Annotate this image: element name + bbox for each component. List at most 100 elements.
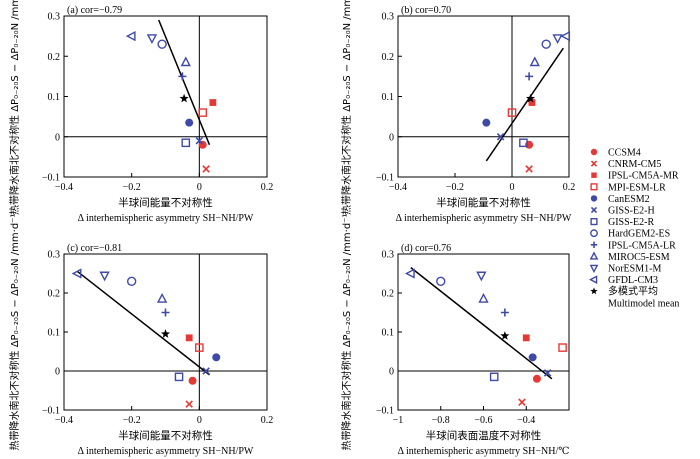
x-tick-label: −0.6 [474, 415, 492, 426]
point-miroc5-esm [478, 292, 489, 303]
point-- [179, 93, 189, 103]
y-tick-label: −0.1 [376, 173, 394, 184]
y-tick-label: 0.3 [48, 12, 61, 23]
x-tick-label: 0 [510, 182, 515, 193]
x-axis-label-cn: 半球间能量不对称性 [436, 196, 531, 209]
x-tick-label: −0.4 [389, 182, 407, 193]
panel-c: −0.4 −0.2 0 0.2 −0.1 0 0.1 0.2 0.3 (c) cor=−0.81 半… [8, 214, 273, 457]
point-hardgem2-es [541, 39, 551, 49]
point-mpi-esm-lr [507, 108, 517, 117]
y-tick-label: 0.2 [382, 52, 395, 63]
y-tick-label: 0 [55, 367, 60, 378]
panel-b: −0.4 −0.2 0 0.2 −0.1 0 0.1 0.2 0.3 (b) cor=0.70 半球… [340, 0, 575, 224]
legend-label: CNRM-CM5 [608, 159, 661, 170]
point-cnrm-cm5 [185, 400, 193, 408]
point-hardgem2-es [126, 276, 137, 286]
point-ipsl-cm5a-mr [209, 99, 217, 106]
point-canesm2 [212, 353, 221, 362]
point-ipsl-cm5a-lr [178, 72, 187, 81]
point-noresm1-m [146, 34, 158, 45]
x-tick-label: −0.2 [123, 415, 141, 426]
x-tick-label: −0.4 [55, 415, 73, 426]
point-gfdl-cm3 [560, 30, 571, 42]
x-axis-label-en: Δ interhemispheric asymmetry SH−NH/PW [396, 213, 572, 224]
x-axis-label-cn: 半球间能量不对称性 [118, 196, 213, 209]
panel-d: −1 −0.8 −0.6 −0.4 −0.1 0 0.1 0.2 0.3 (d) cor=0.76… [340, 214, 570, 457]
point-miroc5-esm [529, 56, 540, 67]
y-tick-label: 0.2 [382, 289, 395, 300]
x-tick-label: −0.2 [123, 182, 141, 193]
legend-marker [590, 287, 598, 295]
x-tick-label: 0 [197, 415, 202, 426]
y-tick-label: 0.1 [48, 92, 61, 103]
point-giss-e2-h [543, 369, 552, 377]
plot-frame [397, 15, 570, 178]
legend-marker [589, 251, 599, 260]
panel-label: (d) cor=0.76 [401, 243, 451, 254]
point-mpi-esm-lr [198, 108, 208, 117]
point-ipsl-cm5a-mr [522, 334, 530, 342]
y-tick-label: 0.1 [382, 92, 395, 103]
x-axis-label-cn: 半球间能量不对称性 [118, 429, 213, 442]
legend-label: CCSM4 [608, 148, 641, 159]
point-gfdl-cm3 [71, 268, 82, 279]
regression-line [485, 47, 564, 162]
legend-marker [588, 275, 598, 284]
point-noresm1-m [552, 34, 563, 45]
point-gfdl-cm3 [125, 30, 136, 42]
x-tick-label: −0.4 [517, 415, 535, 426]
point-hardgem2-es [157, 39, 167, 49]
legend-marker [590, 229, 598, 238]
legend: CCSM4CNRM-CM5IPSL-CM5A-MRMPI-ESM-LRCanES… [588, 148, 679, 309]
y-tick-label: 0.1 [382, 328, 395, 339]
legend-marker [590, 148, 598, 156]
point-noresm1-m [99, 271, 110, 282]
legend-marker [590, 218, 598, 226]
y-tick-label: 0.2 [48, 52, 61, 63]
point-- [160, 329, 171, 338]
regression-line [158, 19, 211, 146]
y-tick-label: 0 [55, 132, 60, 143]
y-tick-label: 0 [389, 132, 394, 143]
regression-line [77, 270, 210, 376]
y-axis-label: 热带降水南北不对称性 ΔP₀₋₂₀S − ΔP₀₋₂₀N /mm·d⁻¹ [340, 214, 353, 451]
point-canesm2 [185, 118, 194, 127]
point-ccsm4 [532, 374, 541, 383]
legend-marker [590, 183, 598, 191]
legend-label: GFDL-CM3 [608, 275, 658, 286]
y-axis-label: 热带降水南北不对称性 ΔP₀₋₂₀S − ΔP₀₋₂₀N /mm·d⁻¹ [340, 0, 353, 215]
point-giss-e2-r [181, 138, 191, 148]
x-axis-label-cn: 半球间表面温度不对称性 [426, 429, 542, 442]
point-miroc5-esm [156, 292, 168, 303]
y-tick-label: 0.3 [382, 12, 395, 23]
x-tick-label: 0.2 [261, 182, 274, 193]
panel-label: (b) cor=0.70 [401, 5, 451, 16]
x-tick-label: −1 [393, 415, 404, 426]
point-giss-e2-r [174, 372, 184, 382]
legend-label: MIROC5-ESM [608, 252, 670, 263]
panel-a: −0.4 −0.2 0 0.2 −0.1 0 0.1 0.2 0.3 (a) cor=−0.79 半… [8, 0, 273, 224]
x-tick-label: 0.2 [563, 182, 576, 193]
regression-line [410, 267, 553, 380]
y-tick-label: 0 [389, 367, 394, 378]
y-tick-label: 0.2 [48, 289, 61, 300]
point-gfdl-cm3 [404, 268, 415, 279]
x-axis-label-en: Δ interhemispheric asymmetry SH−NH/PW [78, 446, 254, 457]
y-axis-label: 热带降水南北不对称性 ΔP₀₋₂₀S − ΔP₀₋₂₀N /mm·d⁻¹ [8, 0, 21, 215]
legend-marker [590, 241, 598, 248]
point-canesm2 [528, 353, 537, 362]
x-tick-label: 0.2 [261, 415, 274, 426]
y-tick-label: 0.3 [382, 250, 395, 261]
legend-label: IPSL-CM5A-MR [608, 171, 679, 182]
y-tick-label: 0.3 [48, 250, 61, 261]
legend-label: CanESM2 [608, 194, 650, 205]
legend-label: HardGEM2-ES [608, 229, 670, 240]
legend-marker [590, 160, 598, 167]
plot-frame [63, 15, 268, 178]
point-- [525, 93, 536, 103]
point-giss-e2-h [496, 132, 505, 141]
point-giss-e2-h [202, 367, 210, 375]
legend-marker [589, 264, 599, 274]
x-tick-label: 0 [197, 182, 202, 193]
